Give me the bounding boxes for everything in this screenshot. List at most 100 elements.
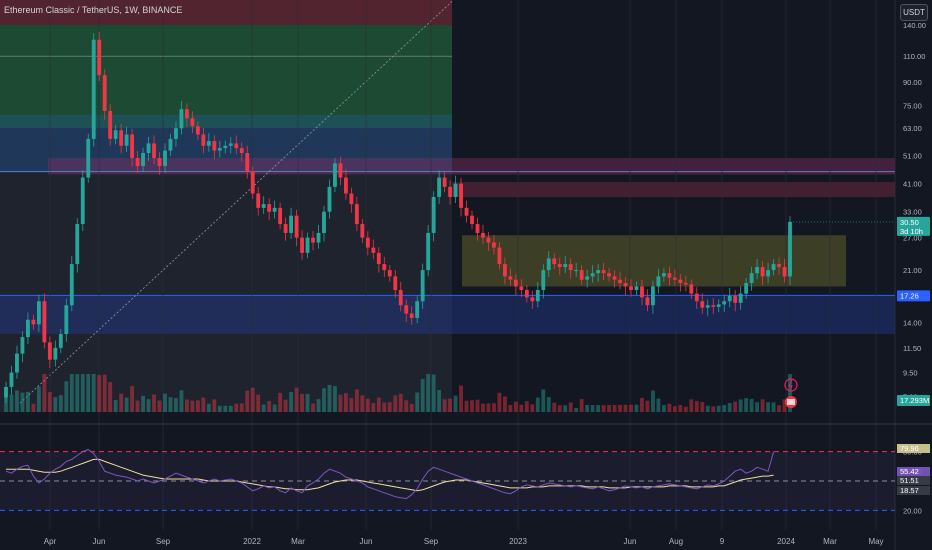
volume-bar-28 [157, 400, 162, 412]
level-price-tag [897, 290, 930, 302]
time-tick-label: Sep [156, 537, 171, 546]
candle-137 [755, 267, 760, 274]
candle-27 [152, 143, 156, 159]
candle-115 [634, 286, 639, 291]
volume-bar-47 [261, 404, 266, 412]
candle-24 [135, 158, 140, 167]
candle-9 [53, 347, 58, 360]
volume-bar-30 [168, 397, 173, 412]
volume-bar-67 [371, 403, 376, 412]
candle-94 [519, 286, 524, 291]
volume-bar-81 [448, 398, 453, 412]
price-axis[interactable]: 140.00 110.00 90.00 75.00 63.00 51.00 41.00 33.… [903, 21, 926, 515]
volume-bar-75 [415, 392, 420, 412]
volume-bar-16 [91, 374, 96, 412]
volume-bar-2 [15, 390, 19, 412]
chart-title: Ethereum Classic / TetherUS, 1W, BINANCE [4, 5, 183, 15]
volume-bar-121 [667, 403, 672, 412]
price-tick-label: 33.00 [903, 208, 922, 217]
candle-125 [689, 284, 694, 294]
volume-bar-1 [9, 394, 14, 412]
candle-56 [311, 237, 315, 243]
candle-120 [661, 273, 666, 277]
volume-bar-52 [289, 391, 294, 412]
volume-bar-58 [322, 388, 326, 412]
candle-140 [771, 264, 776, 271]
volume-bar-12 [69, 374, 74, 412]
volume-bar-11 [64, 381, 69, 412]
volume-bar-71 [393, 395, 398, 412]
volume-bar-92 [508, 404, 513, 412]
volume-bar-13 [75, 374, 80, 412]
volume-bar-0 [4, 397, 8, 412]
candle-122 [672, 277, 677, 280]
volume-bar-124 [683, 406, 688, 412]
candle-104 [574, 270, 579, 272]
volume-tag-text: 17.293M [900, 396, 929, 405]
candle-34 [190, 118, 195, 127]
volume-bar-83 [459, 385, 463, 412]
candle-95 [524, 290, 529, 298]
volume-bar-137 [755, 402, 760, 412]
volume-bar-109 [601, 405, 606, 412]
currency-button[interactable]: USDT [900, 4, 928, 21]
volume-bar-82 [453, 395, 458, 412]
candle-98 [541, 270, 546, 291]
candle-112 [618, 279, 622, 284]
candle-37 [206, 141, 211, 146]
volume-bar-141 [777, 405, 781, 412]
candle-3 [20, 337, 25, 354]
volume-bar-73 [404, 400, 409, 412]
volume-bar-56 [311, 403, 315, 412]
candle-21 [119, 130, 124, 146]
volume-bar-102 [563, 405, 568, 412]
candle-29 [163, 150, 167, 167]
volume-bar-99 [546, 397, 551, 412]
volume-bar-18 [102, 374, 107, 412]
candle-75 [415, 301, 420, 318]
candle-85 [470, 215, 474, 225]
volume-bar-128 [705, 405, 710, 412]
candle-33 [185, 109, 189, 119]
candle-70 [387, 270, 392, 277]
candle-129 [711, 305, 716, 307]
volume-bar-51 [283, 399, 288, 412]
candles-layer [4, 31, 792, 403]
volume-bar-136 [749, 398, 754, 412]
candle-52 [289, 215, 294, 233]
volume-bar-17 [97, 375, 102, 412]
volume-bar-34 [190, 400, 195, 412]
volume-bar-85 [470, 400, 474, 412]
candle-46 [256, 193, 261, 208]
volume-bar-74 [409, 403, 414, 412]
flag-event-glyph [787, 399, 795, 405]
time-tick-label: May [868, 537, 883, 546]
candle-32 [179, 109, 184, 129]
volume-bar-107 [590, 405, 595, 412]
candle-72 [398, 290, 403, 306]
volume-bar-43 [239, 403, 244, 412]
rsi-value-tag [897, 467, 930, 476]
time-axis[interactable]: Apr Jun Sep 2022 Mar Jun Sep 2023 Jun Aug 9 2024 Mar… [44, 537, 884, 546]
volume-bar-39 [217, 405, 222, 412]
volume-bar-36 [201, 397, 206, 412]
time-tick-label: Jun [360, 537, 373, 546]
candle-40 [223, 145, 228, 149]
volume-bar-142 [782, 399, 787, 412]
volume-bar-117 [645, 400, 650, 412]
history-shade [0, 0, 452, 412]
volume-bar-20 [113, 399, 118, 412]
candle-96 [530, 297, 535, 302]
candle-100 [552, 258, 557, 265]
candle-36 [201, 134, 206, 146]
price-tick-label: 90.00 [903, 78, 922, 87]
volume-bar-118 [651, 390, 655, 412]
candle-108 [596, 270, 601, 274]
candle-25 [141, 152, 145, 167]
zone-blue-lower [0, 295, 895, 335]
volume-bar-100 [552, 402, 557, 412]
candle-14 [80, 177, 85, 225]
lightning-icon[interactable] [784, 378, 798, 392]
level-price-tag-text: 17.26 [900, 291, 919, 300]
